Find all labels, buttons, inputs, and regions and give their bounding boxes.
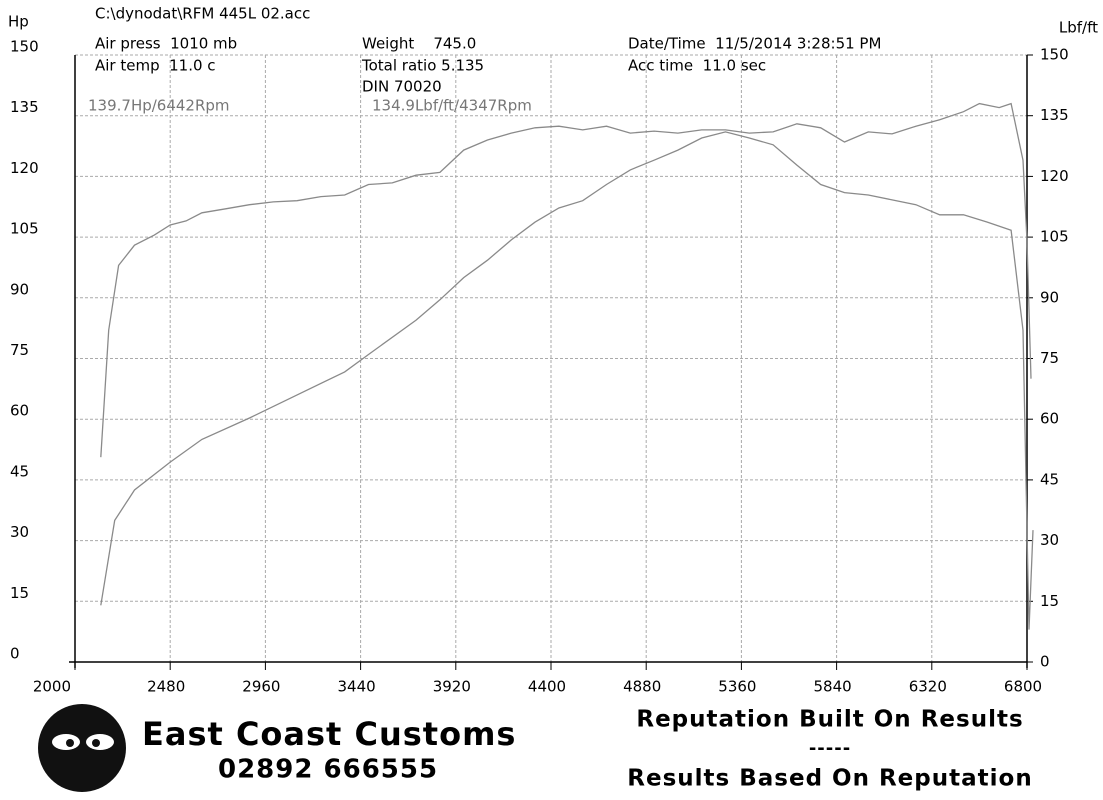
y-axis-label: Hp xyxy=(8,13,29,31)
logo xyxy=(38,704,126,792)
y2-tick-label: 150 xyxy=(1040,46,1069,64)
y-tick-label: 120 xyxy=(10,159,39,177)
file-name: C:\dynodat\RFM 445L 02.acc xyxy=(95,5,310,23)
x-tick-label: 2000 xyxy=(33,678,71,696)
ratio: Total ratio 5.135 xyxy=(361,57,484,75)
y-tick-label: 30 xyxy=(10,523,29,541)
y2-tick-label: 90 xyxy=(1040,288,1059,306)
x-tick-label: 5360 xyxy=(718,678,756,696)
company: East Coast Customs xyxy=(142,715,516,753)
y-tick-label: 90 xyxy=(10,280,29,298)
y-tick-label: 60 xyxy=(10,402,29,420)
x-tick-label: 3440 xyxy=(338,678,376,696)
acc-time: Acc time 11.0 sec xyxy=(628,57,766,75)
divider: ----- xyxy=(809,738,851,759)
y2-axis-label: Lbf/ft xyxy=(1059,19,1098,37)
y-tick-label: 0 xyxy=(10,645,20,663)
y2-tick-label: 75 xyxy=(1040,349,1059,367)
y2-tick-label: 60 xyxy=(1040,410,1059,428)
y2-tick-label: 30 xyxy=(1040,531,1059,549)
y-tick-label: 45 xyxy=(10,462,29,480)
y-tick-label: 75 xyxy=(10,341,29,359)
phone: 02892 666555 xyxy=(218,755,438,785)
x-tick-label: 2960 xyxy=(242,678,280,696)
y2-tick-label: 15 xyxy=(1040,592,1059,610)
air-press: Air press 1010 mb xyxy=(95,35,237,53)
y2-tick-label: 120 xyxy=(1040,167,1069,185)
y-tick-label: 150 xyxy=(10,38,39,56)
din: DIN 70020 xyxy=(362,78,442,96)
annotation: 134.9Lbf/ft/4347Rpm xyxy=(372,97,532,115)
y-tick-label: 15 xyxy=(10,584,29,602)
x-tick-label: 4880 xyxy=(623,678,661,696)
y-tick-label: 105 xyxy=(10,220,39,238)
slogan: Results Based On Reputation xyxy=(627,766,1032,792)
y2-tick-label: 0 xyxy=(1040,653,1050,671)
annotation: 139.7Hp/6442Rpm xyxy=(88,97,230,115)
x-tick-label: 3920 xyxy=(433,678,471,696)
data-line xyxy=(100,131,1034,630)
datetime: Date/Time 11/5/2014 3:28:51 PM xyxy=(628,35,881,53)
x-tick-label: 4400 xyxy=(528,678,566,696)
x-tick-label: 6800 xyxy=(1004,678,1042,696)
y-tick-label: 135 xyxy=(10,98,39,116)
x-tick-label: 6320 xyxy=(909,678,947,696)
x-tick-label: 5840 xyxy=(814,678,852,696)
weight: Weight 745.0 xyxy=(362,35,476,53)
x-tick-label: 2480 xyxy=(147,678,185,696)
air-temp: Air temp 11.0 c xyxy=(95,57,216,75)
data-line xyxy=(100,102,1032,458)
y2-tick-label: 135 xyxy=(1040,106,1069,124)
y2-tick-label: 45 xyxy=(1040,470,1059,488)
y2-tick-label: 105 xyxy=(1040,228,1069,246)
slogan: Reputation Built On Results xyxy=(636,707,1023,733)
